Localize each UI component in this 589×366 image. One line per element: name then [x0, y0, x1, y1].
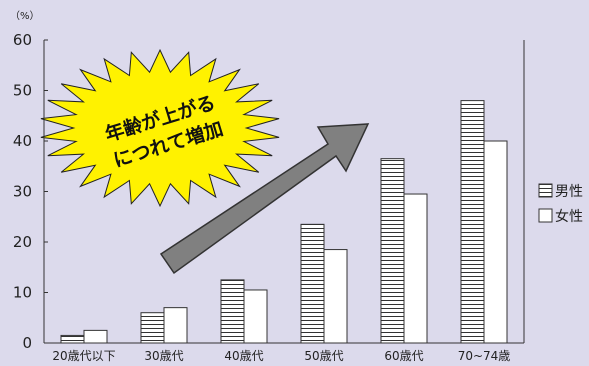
bar-male [460, 100, 485, 344]
starburst-shape [40, 48, 280, 208]
starburst-annotation: 年齢が上がる につれて増加 [40, 48, 280, 208]
bar-female [163, 307, 188, 344]
bar-female [483, 140, 508, 344]
bars [60, 100, 508, 344]
x-tick-label: 40歳代 [224, 349, 263, 363]
y-tick-label: 10 [13, 284, 32, 302]
legend-label-male: 男性 [555, 184, 583, 200]
bar-female [83, 329, 108, 344]
x-tick-label: 30歳代 [144, 349, 183, 363]
x-tick-label: 50歳代 [304, 349, 343, 363]
legend: 男性 女性 [538, 183, 583, 225]
legend-swatch-male [538, 183, 553, 198]
x-tick-label: 20歳代以下 [52, 349, 115, 363]
legend-label-female: 女性 [555, 208, 583, 225]
bar-male [60, 334, 85, 344]
bar-female [323, 249, 348, 344]
y-tick-label: 0 [22, 334, 32, 352]
unit-label: （%） [10, 10, 40, 22]
trend-arrow [159, 123, 370, 275]
y-tick-label: 40 [13, 132, 32, 150]
x-tick-label: 70~74歳 [458, 349, 511, 363]
y-tick-label: 60 [13, 31, 32, 49]
x-tick-label: 60歳代 [384, 349, 423, 363]
bar-female [243, 289, 268, 344]
legend-swatch-female [538, 208, 553, 223]
y-tick-label: 50 [13, 82, 32, 100]
bar-male [300, 223, 325, 344]
y-tick-label: 20 [13, 233, 32, 251]
bar-female [403, 193, 428, 344]
y-tick-label: 30 [13, 183, 32, 201]
bar-male [140, 312, 165, 344]
bar-male [380, 158, 405, 344]
category-labels: 20歳代以下 30歳代 40歳代 50歳代 60歳代 70~74歳 [52, 349, 510, 363]
y-axis-ticks: 0 10 20 30 40 50 60 [13, 31, 48, 352]
bar-male [220, 279, 245, 344]
